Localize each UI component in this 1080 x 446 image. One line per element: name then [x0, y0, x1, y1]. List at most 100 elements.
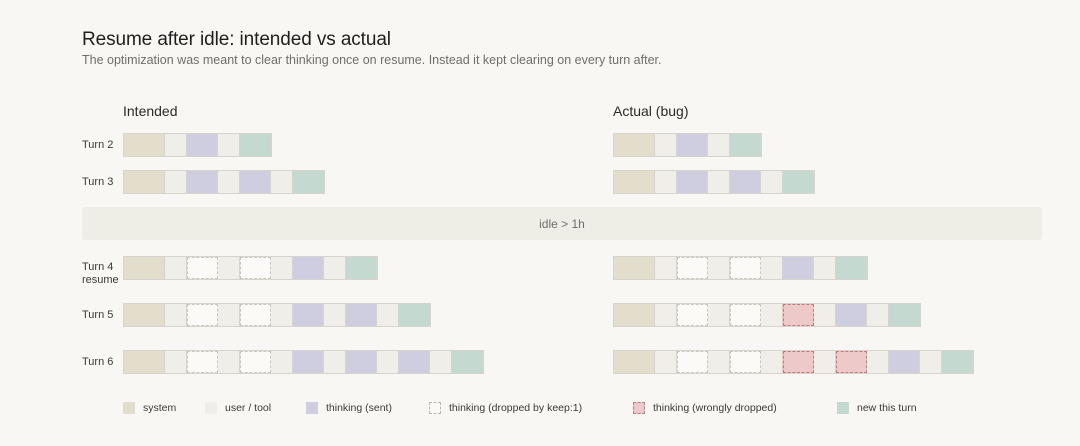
intended-context-bar: [123, 303, 431, 327]
block-new: [889, 304, 920, 326]
block-sent: [677, 134, 708, 156]
block-system: [614, 257, 655, 279]
legend-label: thinking (sent): [326, 402, 392, 414]
block-user: [165, 171, 187, 193]
block-user: [324, 304, 346, 326]
block-wrong: [783, 351, 814, 373]
block-sent: [293, 351, 324, 373]
block-user: [920, 351, 942, 373]
block-user: [867, 351, 889, 373]
block-user: [218, 134, 240, 156]
block-new: [399, 304, 430, 326]
block-new: [730, 134, 761, 156]
block-user: [761, 351, 783, 373]
block-new: [452, 351, 483, 373]
legend-item-system: system: [123, 402, 176, 414]
block-new: [942, 351, 973, 373]
block-user: [165, 351, 187, 373]
intended-context-bar: [123, 170, 325, 194]
block-user: [708, 171, 730, 193]
block-new: [293, 171, 324, 193]
actual-context-bar: [613, 133, 762, 157]
block-sent: [187, 171, 218, 193]
block-sent: [346, 304, 377, 326]
block-user: [655, 171, 677, 193]
intended-column-heading: Intended: [123, 103, 178, 119]
block-user: [218, 304, 240, 326]
idle-separator: idle > 1h: [82, 207, 1042, 240]
legend-swatch-user: [205, 402, 217, 414]
row-label: Turn 4 resume: [82, 261, 119, 286]
block-user: [708, 257, 730, 279]
block-wrong: [783, 304, 814, 326]
block-dropped: [187, 351, 218, 373]
block-user: [218, 171, 240, 193]
block-user: [708, 351, 730, 373]
legend-label: system: [143, 402, 177, 414]
block-user: [708, 304, 730, 326]
block-dropped: [187, 257, 218, 279]
legend-item-dropped: thinking (dropped by keep:1): [429, 402, 582, 414]
block-new: [836, 257, 867, 279]
block-sent: [677, 171, 708, 193]
diagram-title: Resume after idle: intended vs actual: [82, 29, 391, 50]
block-user: [165, 257, 187, 279]
legend-swatch-sent: [306, 402, 318, 414]
block-dropped: [730, 351, 761, 373]
block-user: [324, 257, 346, 279]
block-user: [218, 257, 240, 279]
intended-context-bar: [123, 133, 272, 157]
actual-context-bar: [613, 303, 921, 327]
row-label: Turn 2: [82, 139, 114, 151]
block-user: [430, 351, 452, 373]
block-user: [655, 134, 677, 156]
block-user: [655, 351, 677, 373]
diagram-subtitle: The optimization was meant to clear thin…: [82, 53, 662, 67]
block-sent: [293, 304, 324, 326]
block-user: [271, 257, 293, 279]
block-sent: [730, 171, 761, 193]
block-user: [324, 351, 346, 373]
block-user: [761, 304, 783, 326]
block-dropped: [730, 257, 761, 279]
block-new: [240, 134, 271, 156]
block-dropped: [677, 304, 708, 326]
actual-context-bar: [613, 256, 868, 280]
row-label: Turn 3: [82, 176, 114, 188]
legend-swatch-system: [123, 402, 135, 414]
block-dropped: [240, 257, 271, 279]
row-label: Turn 5: [82, 309, 114, 321]
intended-context-bar: [123, 256, 378, 280]
intended-context-bar: [123, 350, 484, 374]
block-system: [124, 171, 165, 193]
block-user: [655, 304, 677, 326]
block-dropped: [677, 257, 708, 279]
actual-context-bar: [613, 350, 974, 374]
block-user: [218, 351, 240, 373]
block-user: [165, 304, 187, 326]
row-label: Turn 6: [82, 356, 114, 368]
block-system: [614, 171, 655, 193]
block-system: [614, 134, 655, 156]
block-sent: [399, 351, 430, 373]
block-dropped: [240, 351, 271, 373]
legend-swatch-dropped: [429, 402, 441, 414]
block-dropped: [187, 304, 218, 326]
legend-item-wrong: thinking (wrongly dropped): [633, 402, 777, 414]
block-new: [346, 257, 377, 279]
block-user: [377, 304, 399, 326]
legend-item-user: user / tool: [205, 402, 271, 414]
block-user: [655, 257, 677, 279]
block-system: [124, 257, 165, 279]
block-sent: [783, 257, 814, 279]
block-sent: [240, 171, 271, 193]
block-user: [814, 257, 836, 279]
block-new: [783, 171, 814, 193]
block-dropped: [730, 304, 761, 326]
block-user: [271, 351, 293, 373]
legend-item-new: new this turn: [837, 402, 917, 414]
block-user: [271, 304, 293, 326]
legend-label: thinking (dropped by keep:1): [449, 402, 583, 414]
legend-label: user / tool: [225, 402, 272, 414]
block-user: [708, 134, 730, 156]
